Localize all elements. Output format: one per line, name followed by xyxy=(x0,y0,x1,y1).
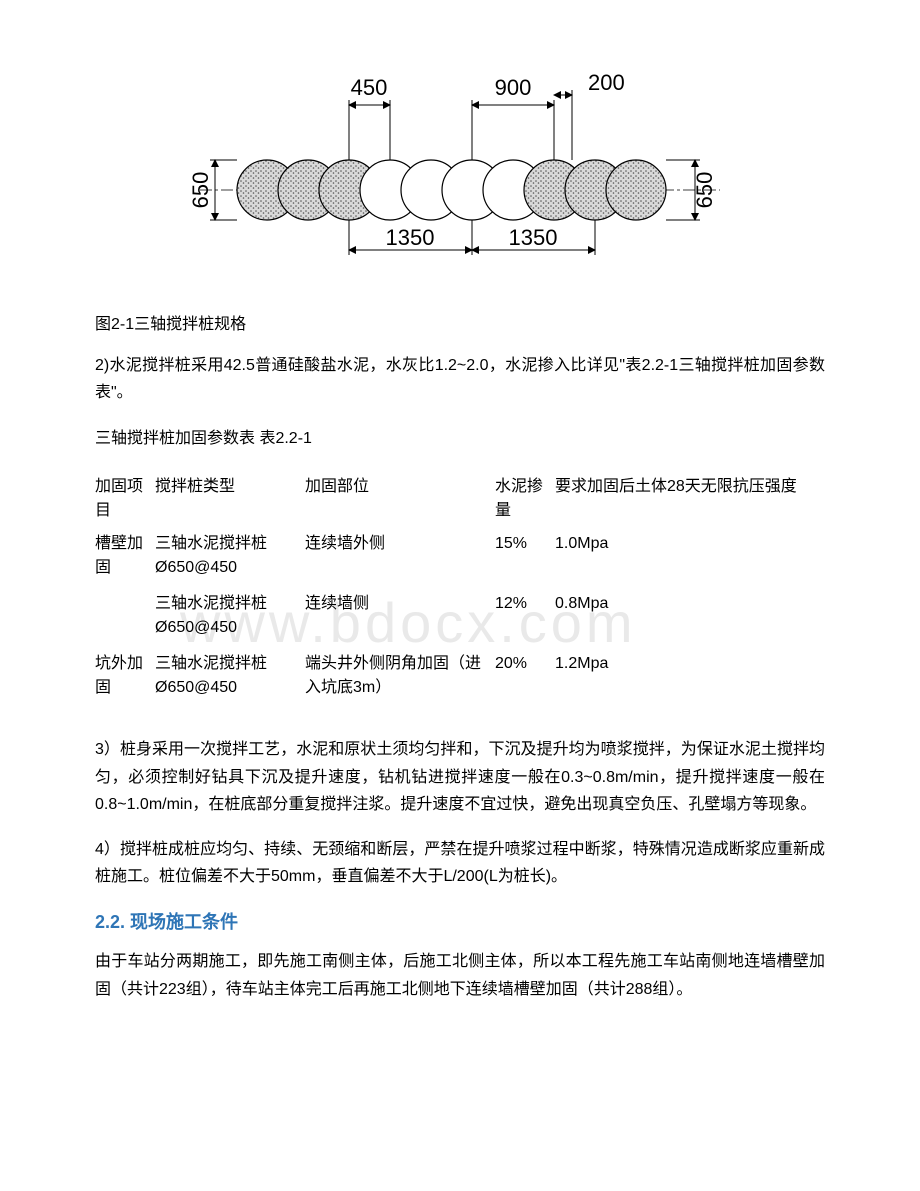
cell: 1.2Mpa xyxy=(555,646,825,706)
cell: 12% xyxy=(495,586,555,646)
th-strength: 要求加固后土体28天无限抗压强度 xyxy=(555,466,825,526)
dim-1350-right: 1350 xyxy=(509,225,558,250)
paragraph-4: 4）搅拌桩成桩应均匀、持续、无颈缩和断层，严禁在提升喷浆过程中断浆，特殊情况造成… xyxy=(95,836,825,890)
cell: 连续墙外侧 xyxy=(305,526,495,586)
th-cement: 水泥掺量 xyxy=(495,466,555,526)
th-project: 加固项目 xyxy=(95,466,155,526)
cell: 20% xyxy=(495,646,555,706)
dim-900: 900 xyxy=(495,75,532,100)
page-content: 450 900 200 650 650 xyxy=(95,40,825,1003)
diagram-figure: 450 900 200 650 650 xyxy=(180,40,740,280)
table-row: 三轴水泥搅拌桩Ø650@450 连续墙侧 12% 0.8Mpa xyxy=(95,586,825,646)
table-title: 三轴搅拌桩加固参数表 表2.2-1 xyxy=(95,424,825,448)
paragraph-5: 由于车站分两期施工，即先施工南侧主体，后施工北侧主体，所以本工程先施工车站南侧地… xyxy=(95,948,825,1002)
pile-diagram-svg: 450 900 200 650 650 xyxy=(180,40,740,280)
figure-caption: 图2-1三轴搅拌桩规格 xyxy=(95,310,825,334)
cell: 三轴水泥搅拌桩Ø650@450 xyxy=(155,526,305,586)
th-part: 加固部位 xyxy=(305,466,495,526)
dim-right-650: 650 xyxy=(692,172,717,209)
heading-number: 2.2. xyxy=(95,912,130,932)
cell: 三轴水泥搅拌桩Ø650@450 xyxy=(155,586,305,646)
cell: 连续墙侧 xyxy=(305,586,495,646)
paragraph-2: 2)水泥搅拌桩采用42.5普通硅酸盐水泥，水灰比1.2~2.0，水泥掺入比详见"… xyxy=(95,352,825,406)
paragraph-3: 3）桩身采用一次搅拌工艺，水泥和原状土须均匀拌和，下沉及提升均为喷浆搅拌，为保证… xyxy=(95,736,825,818)
dim-left-650: 650 xyxy=(188,172,213,209)
cell: 0.8Mpa xyxy=(555,586,825,646)
dim-450: 450 xyxy=(351,75,388,100)
section-heading: 2.2. 现场施工条件 xyxy=(95,908,825,934)
table-header-row: 加固项目 搅拌桩类型 加固部位 水泥掺量 要求加固后土体28天无限抗压强度 xyxy=(95,466,825,526)
cell: 端头井外侧阴角加固（进入坑底3m） xyxy=(305,646,495,706)
table-row: 槽壁加固 三轴水泥搅拌桩Ø650@450 连续墙外侧 15% 1.0Mpa xyxy=(95,526,825,586)
cell: 1.0Mpa xyxy=(555,526,825,586)
cell: 坑外加固 xyxy=(95,646,155,706)
cell xyxy=(95,586,155,646)
heading-text: 现场施工条件 xyxy=(130,912,238,932)
cell: 15% xyxy=(495,526,555,586)
th-type: 搅拌桩类型 xyxy=(155,466,305,526)
dim-1350-left: 1350 xyxy=(386,225,435,250)
cell: 三轴水泥搅拌桩Ø650@450 xyxy=(155,646,305,706)
dim-200: 200 xyxy=(588,70,625,95)
table-row: 坑外加固 三轴水泥搅拌桩Ø650@450 端头井外侧阴角加固（进入坑底3m） 2… xyxy=(95,646,825,706)
parameter-table: 加固项目 搅拌桩类型 加固部位 水泥掺量 要求加固后土体28天无限抗压强度 槽壁… xyxy=(95,466,825,706)
cell: 槽壁加固 xyxy=(95,526,155,586)
